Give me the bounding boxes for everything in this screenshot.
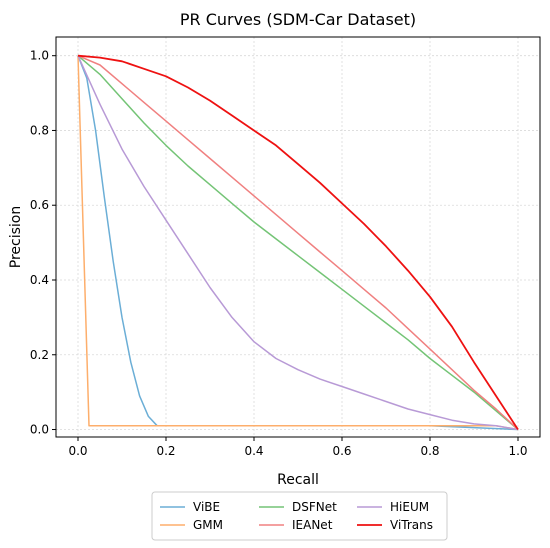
plot-frame [55, 36, 541, 438]
series-line-gmm [77, 55, 519, 431]
legend-label-gmm: GMM [193, 518, 223, 532]
x-tick-label: 0.4 [244, 444, 263, 458]
legend-label-vibe: ViBE [193, 500, 220, 514]
series-line-vitrans [77, 54, 519, 430]
series-line-hieum [77, 55, 519, 431]
y-tick-label: 0.8 [30, 123, 49, 137]
legend-label-hieum: HiEUM [390, 500, 429, 514]
y-tick-label: 0.2 [30, 348, 49, 362]
x-tick-label: 0.2 [156, 444, 175, 458]
legend-items: ViBE GMM DSFNet IEANet HiEUM ViTrans [160, 500, 433, 532]
legend-label-vitrans: ViTrans [390, 518, 433, 532]
x-axis-label: Recall [277, 472, 319, 488]
x-axis-ticks: 0.0 0.2 0.4 0.6 0.8 1.0 [68, 437, 528, 458]
y-tick-label: 1.0 [30, 49, 49, 63]
y-tick-label: 0.6 [30, 198, 49, 212]
y-tick-label: 0.0 [30, 423, 49, 437]
legend-label-ieanet: IEANet [292, 518, 333, 532]
chart-title: PR Curves (SDM-Car Dataset) [180, 10, 416, 29]
x-tick-label: 0.8 [420, 444, 439, 458]
grid-lines [56, 37, 540, 437]
series-lines [77, 54, 519, 431]
x-tick-label: 1.0 [508, 444, 527, 458]
series-line-ieanet [77, 55, 519, 431]
legend-label-dsfnet: DSFNet [292, 500, 337, 514]
legend-box [151, 491, 448, 541]
series-line-dsfnet [77, 55, 519, 431]
x-tick-label: 0.6 [332, 444, 351, 458]
x-tick-label: 0.0 [68, 444, 87, 458]
y-axis-ticks: 0.0 0.2 0.4 0.6 0.8 1.0 [30, 49, 56, 437]
y-tick-label: 0.4 [30, 273, 49, 287]
legend: ViBE GMM DSFNet IEANet HiEUM ViTrans [151, 491, 448, 541]
series-line-vibe [77, 55, 519, 431]
y-axis-label: Precision [8, 206, 24, 268]
